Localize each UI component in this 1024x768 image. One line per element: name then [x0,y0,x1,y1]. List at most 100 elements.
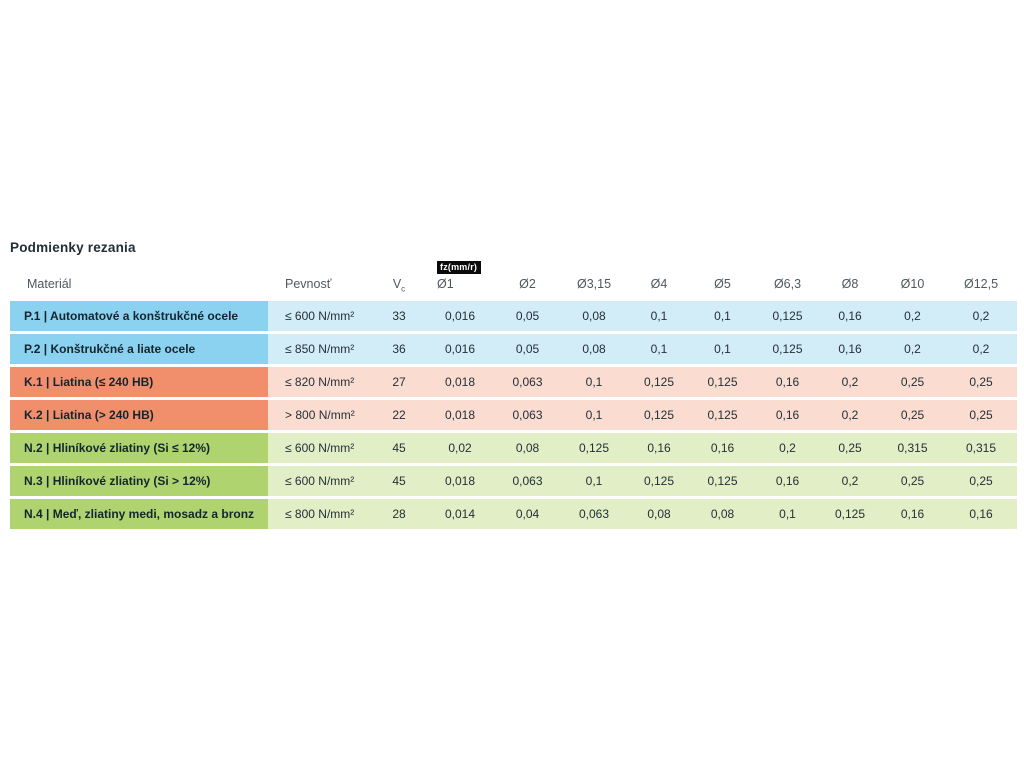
vc-cell: 45 [373,433,425,464]
value-cell: 0,1 [560,400,628,431]
diameter-label: Ø1 [437,277,454,292]
value-cell: 0,16 [755,466,820,497]
value-cell: 0,2 [755,433,820,464]
value-cell: 0,08 [495,433,560,464]
pevnost-cell: ≤ 850 N/mm² [268,334,373,365]
value-cell: 0,25 [880,466,945,497]
table-row: K.1 | Liatina (≤ 240 HB) ≤ 820 N/mm² 27 … [10,367,1017,398]
value-cell: 0,08 [690,499,755,530]
value-cell: 0,25 [945,466,1017,497]
value-cell: 0,018 [425,367,495,398]
material-cell: P.2 | Konštrukčné a liate ocele [10,334,268,365]
value-cell: 0,04 [495,499,560,530]
pevnost-cell: ≤ 820 N/mm² [268,367,373,398]
value-cell: 0,018 [425,466,495,497]
value-cell: 0,2 [880,301,945,332]
value-cell: 0,125 [820,499,880,530]
value-cell: 0,2 [945,334,1017,365]
material-cell: K.1 | Liatina (≤ 240 HB) [10,367,268,398]
value-cell: 0,1 [690,301,755,332]
pevnost-cell: ≤ 600 N/mm² [268,466,373,497]
value-cell: 0,16 [945,499,1017,530]
value-cell: 0,125 [755,301,820,332]
fz-unit-badge: fz(mm/r) [437,261,482,275]
vc-cell: 36 [373,334,425,365]
value-cell: 0,018 [425,400,495,431]
material-cell: N.4 | Meď, zliatiny medi, mosadz a bronz [10,499,268,530]
value-cell: 0,016 [425,301,495,332]
value-cell: 0,125 [628,367,690,398]
value-cell: 0,2 [820,400,880,431]
value-cell: 0,25 [945,367,1017,398]
column-header-diameter-4: Ø4 [628,261,690,299]
value-cell: 0,125 [560,433,628,464]
value-cell: 0,05 [495,334,560,365]
material-cell: P.1 | Automatové a konštrukčné ocele [10,301,268,332]
value-cell: 0,25 [820,433,880,464]
value-cell: 0,014 [425,499,495,530]
column-header-diameter-3: Ø3,15 [560,261,628,299]
value-cell: 0,02 [425,433,495,464]
value-cell: 0,16 [880,499,945,530]
vc-subscript: c [401,284,406,294]
value-cell: 0,08 [560,301,628,332]
value-cell: 0,2 [880,334,945,365]
value-cell: 0,1 [628,301,690,332]
column-header-diameter-1: fz(mm/r) Ø1 [425,261,495,299]
value-cell: 0,063 [495,400,560,431]
pevnost-cell: ≤ 600 N/mm² [268,301,373,332]
value-cell: 0,08 [560,334,628,365]
pevnost-cell: ≤ 600 N/mm² [268,433,373,464]
column-header-pevnost: Pevnosť [268,261,373,299]
value-cell: 0,25 [880,367,945,398]
column-header-material: Materiál [10,261,268,299]
vc-cell: 33 [373,301,425,332]
column-header-diameter-7: Ø8 [820,261,880,299]
value-cell: 0,16 [820,334,880,365]
vc-cell: 22 [373,400,425,431]
value-cell: 0,315 [880,433,945,464]
value-cell: 0,1 [690,334,755,365]
page-title: Podmienky rezania [10,240,136,255]
value-cell: 0,08 [628,499,690,530]
column-header-diameter-2: Ø2 [495,261,560,299]
value-cell: 0,063 [495,367,560,398]
value-cell: 0,05 [495,301,560,332]
material-cell: N.3 | Hliníkové zliatiny (Si > 12%) [10,466,268,497]
value-cell: 0,1 [628,334,690,365]
value-cell: 0,1 [560,466,628,497]
value-cell: 0,1 [560,367,628,398]
table-row: N.2 | Hliníkové zliatiny (Si ≤ 12%) ≤ 60… [10,433,1017,464]
value-cell: 0,16 [690,433,755,464]
material-cell: N.2 | Hliníkové zliatiny (Si ≤ 12%) [10,433,268,464]
value-cell: 0,125 [755,334,820,365]
column-header-diameter-5: Ø5 [690,261,755,299]
vc-cell: 45 [373,466,425,497]
value-cell: 0,16 [755,400,820,431]
vc-cell: 27 [373,367,425,398]
cutting-conditions-table: Materiál Pevnosť Vc fz(mm/r) Ø1 Ø2 Ø3,15… [10,258,1017,532]
column-header-diameter-6: Ø6,3 [755,261,820,299]
value-cell: 0,063 [560,499,628,530]
value-cell: 0,2 [820,466,880,497]
pevnost-cell: > 800 N/mm² [268,400,373,431]
material-cell: K.2 | Liatina (> 240 HB) [10,400,268,431]
value-cell: 0,125 [690,367,755,398]
vc-cell: 28 [373,499,425,530]
value-cell: 0,016 [425,334,495,365]
table-row: N.4 | Meď, zliatiny medi, mosadz a bronz… [10,499,1017,530]
column-header-vc: Vc [373,261,425,299]
value-cell: 0,16 [628,433,690,464]
value-cell: 0,2 [820,367,880,398]
value-cell: 0,063 [495,466,560,497]
value-cell: 0,16 [820,301,880,332]
table-row: P.2 | Konštrukčné a liate ocele ≤ 850 N/… [10,334,1017,365]
value-cell: 0,2 [945,301,1017,332]
pevnost-cell: ≤ 800 N/mm² [268,499,373,530]
value-cell: 0,125 [628,466,690,497]
value-cell: 0,25 [880,400,945,431]
value-cell: 0,125 [690,400,755,431]
value-cell: 0,125 [628,400,690,431]
value-cell: 0,1 [755,499,820,530]
